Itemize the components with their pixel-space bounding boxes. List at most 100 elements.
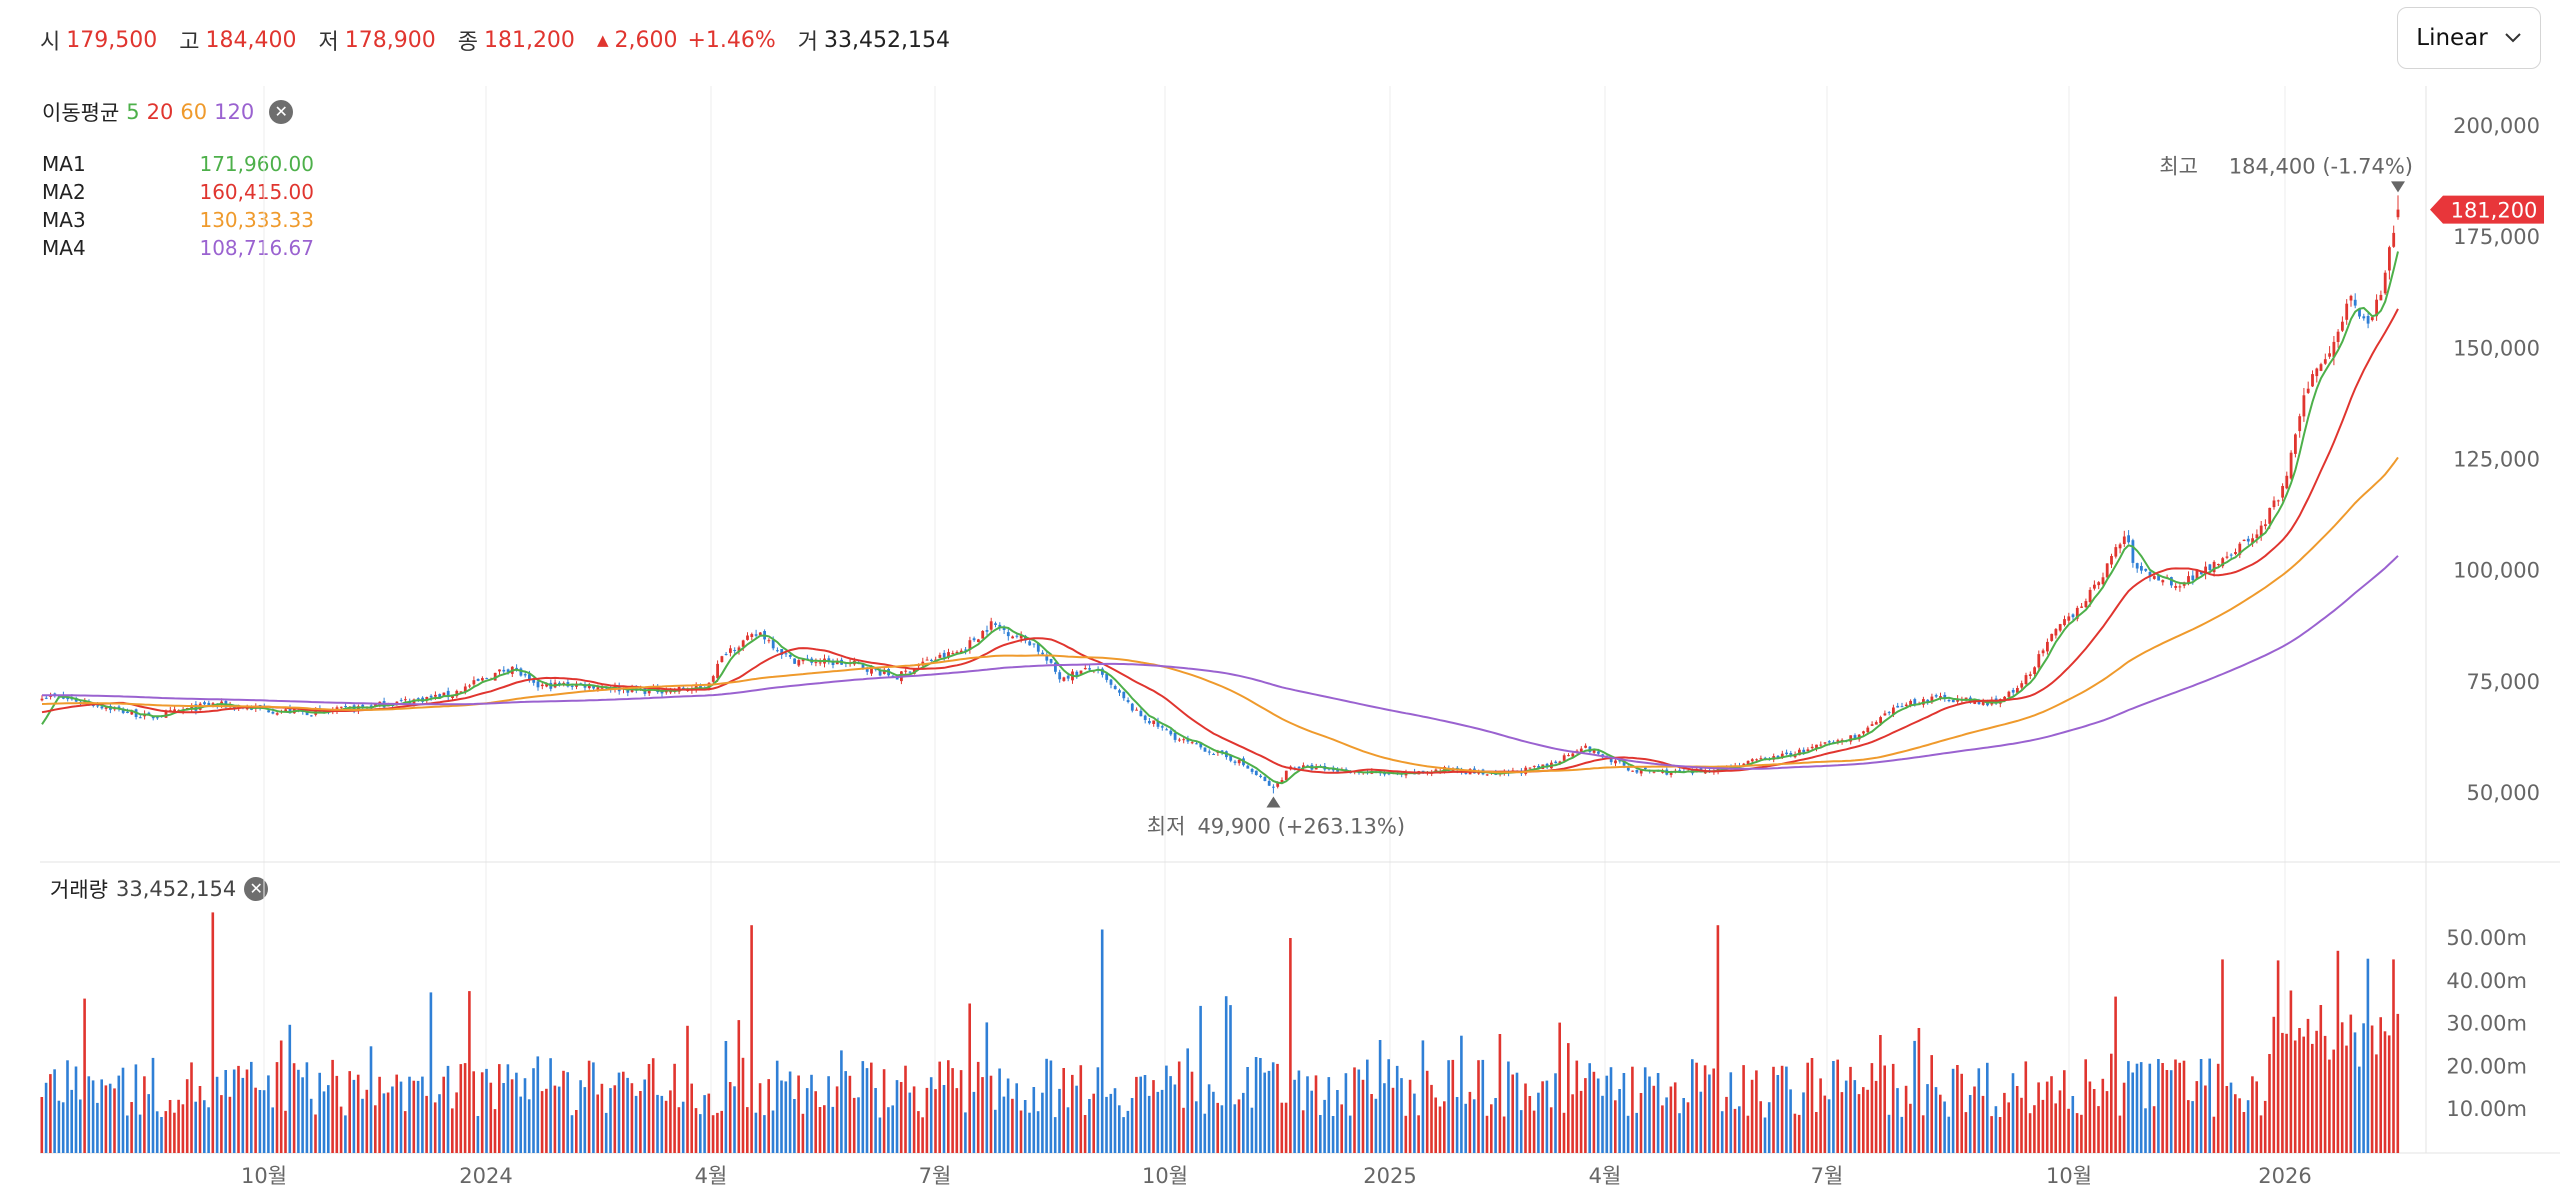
volume-bar xyxy=(947,1060,950,1153)
candle-body xyxy=(1199,743,1203,748)
candle-body xyxy=(1173,732,1177,740)
volume-bar xyxy=(592,1062,595,1153)
candle-body xyxy=(1750,759,1754,762)
volume-bar xyxy=(2187,1100,2190,1153)
candle-body xyxy=(1874,722,1878,725)
candle-body xyxy=(275,713,279,715)
candle-body xyxy=(2088,589,2092,603)
candle-body xyxy=(784,653,788,655)
volume-bar xyxy=(895,1080,899,1153)
volume-bar xyxy=(2285,1033,2288,1153)
candle-body xyxy=(1485,774,1489,776)
candle-body xyxy=(989,621,993,630)
candle-body xyxy=(1819,744,1823,746)
candle-body xyxy=(2037,654,2041,668)
volume-bar xyxy=(1481,1059,1485,1153)
volume-bar xyxy=(2366,958,2370,1153)
volume-bar xyxy=(151,1057,155,1153)
candle-body xyxy=(485,678,489,680)
candle-body xyxy=(100,706,104,709)
volume-bar xyxy=(1165,1065,1168,1153)
candle-body xyxy=(459,691,463,693)
candle-body xyxy=(493,672,497,681)
last-price-label: 181,200 xyxy=(2451,199,2538,223)
volume-bar xyxy=(61,1102,65,1153)
volume-bar xyxy=(1126,1110,1130,1153)
volume-bar xyxy=(870,1062,873,1153)
volume-bar xyxy=(959,1070,963,1153)
volume-bar xyxy=(1122,1117,1125,1153)
volume-bar xyxy=(1729,1072,1733,1153)
price-tick-label: 175,000 xyxy=(2453,225,2540,249)
candle-body xyxy=(1130,703,1134,711)
volume-bar xyxy=(2362,1023,2365,1153)
candle-body xyxy=(2067,616,2071,621)
volume-bar xyxy=(634,1095,638,1153)
candle-body xyxy=(592,685,595,689)
candle-body xyxy=(515,667,518,669)
candle-body xyxy=(1152,720,1156,724)
volume-bar xyxy=(681,1101,685,1153)
volume-bar xyxy=(972,1091,976,1153)
candle-body xyxy=(1939,696,1942,699)
volume-bar xyxy=(989,1075,993,1153)
volume-bar xyxy=(1934,1087,1938,1153)
volume-bar xyxy=(2088,1081,2092,1153)
volume-bar xyxy=(1477,1060,1480,1153)
candle-body xyxy=(835,660,839,665)
candle-body xyxy=(2097,582,2101,586)
candle-body xyxy=(1669,771,1673,775)
candle-body xyxy=(2003,696,2006,699)
price-tick-label: 150,000 xyxy=(2453,336,2540,360)
volume-bar xyxy=(1643,1067,1647,1153)
candle-body xyxy=(374,704,377,707)
volume-bar xyxy=(117,1075,121,1153)
candle-body xyxy=(861,664,865,669)
volume-bar xyxy=(476,1116,480,1153)
volume-bar xyxy=(1425,1070,1429,1153)
volume-bar xyxy=(1075,1085,1078,1153)
candle-body xyxy=(2170,577,2173,586)
candle-body xyxy=(1904,704,1908,706)
candle-body xyxy=(1571,753,1575,757)
close-label: 종 xyxy=(457,30,478,55)
volume-bar xyxy=(2178,1062,2181,1153)
candle-body xyxy=(2251,538,2254,544)
volume-bar xyxy=(1947,1116,1951,1153)
volume-bar xyxy=(1665,1097,1668,1153)
volume-bar xyxy=(79,1099,82,1153)
candle-body xyxy=(2212,561,2216,573)
time-tick-label: 4월 xyxy=(695,1164,728,1188)
volume-bar xyxy=(2114,996,2117,1153)
volume-bar xyxy=(254,1087,257,1153)
candle-body xyxy=(951,653,955,655)
volume-bar xyxy=(463,1063,467,1153)
time-tick-label: 2026 xyxy=(2258,1164,2311,1188)
candle-body xyxy=(1066,675,1070,679)
volume-bar xyxy=(1408,1079,1412,1153)
candle-body xyxy=(404,699,407,701)
volume-bar xyxy=(767,1079,770,1153)
volume-bar xyxy=(1263,1072,1266,1153)
volume-bar xyxy=(1366,1059,1369,1153)
volume-bar xyxy=(211,912,215,1153)
scale-select-button[interactable]: Linear xyxy=(2397,7,2541,69)
candle-body xyxy=(2101,577,2105,585)
candle-body xyxy=(882,669,886,674)
volume-bar xyxy=(378,1076,381,1153)
volume-bar xyxy=(942,1085,946,1153)
volume-bar xyxy=(1028,1112,1031,1153)
volume-bar xyxy=(1900,1116,1904,1153)
candle-body xyxy=(1626,766,1630,771)
candle-body xyxy=(305,711,309,716)
volume-bar xyxy=(2135,1063,2139,1153)
candle-body xyxy=(416,698,420,700)
close-icon[interactable]: ✕ xyxy=(269,100,294,124)
volume-legend-title: 거래량 xyxy=(50,878,108,902)
candle-body xyxy=(284,709,288,712)
time-tick-label: 2025 xyxy=(1363,1164,1416,1188)
ma20-line xyxy=(41,308,2399,774)
candle-body xyxy=(2046,641,2049,652)
time-tick-label: 10월 xyxy=(1142,1164,1188,1188)
